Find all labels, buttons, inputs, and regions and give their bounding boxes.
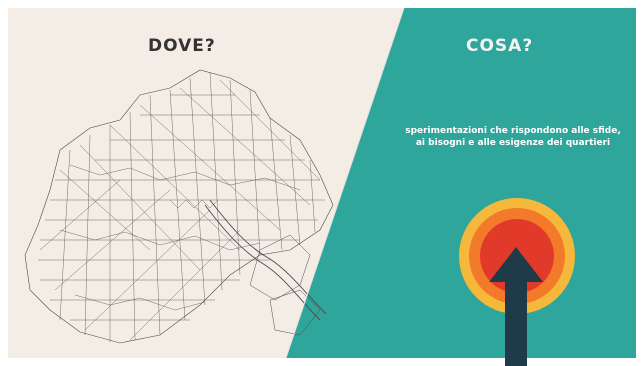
panel-divider bbox=[285, 7, 405, 359]
city-map bbox=[24, 69, 334, 344]
arrow-shaft bbox=[505, 276, 527, 366]
arrow-up-icon bbox=[489, 247, 543, 366]
where-title: DOVE? bbox=[148, 36, 216, 56]
arrow-head bbox=[489, 247, 543, 282]
what-title: COSA? bbox=[466, 36, 534, 56]
description-text: sperimentazioni che rispondono alle sfid… bbox=[405, 126, 621, 148]
